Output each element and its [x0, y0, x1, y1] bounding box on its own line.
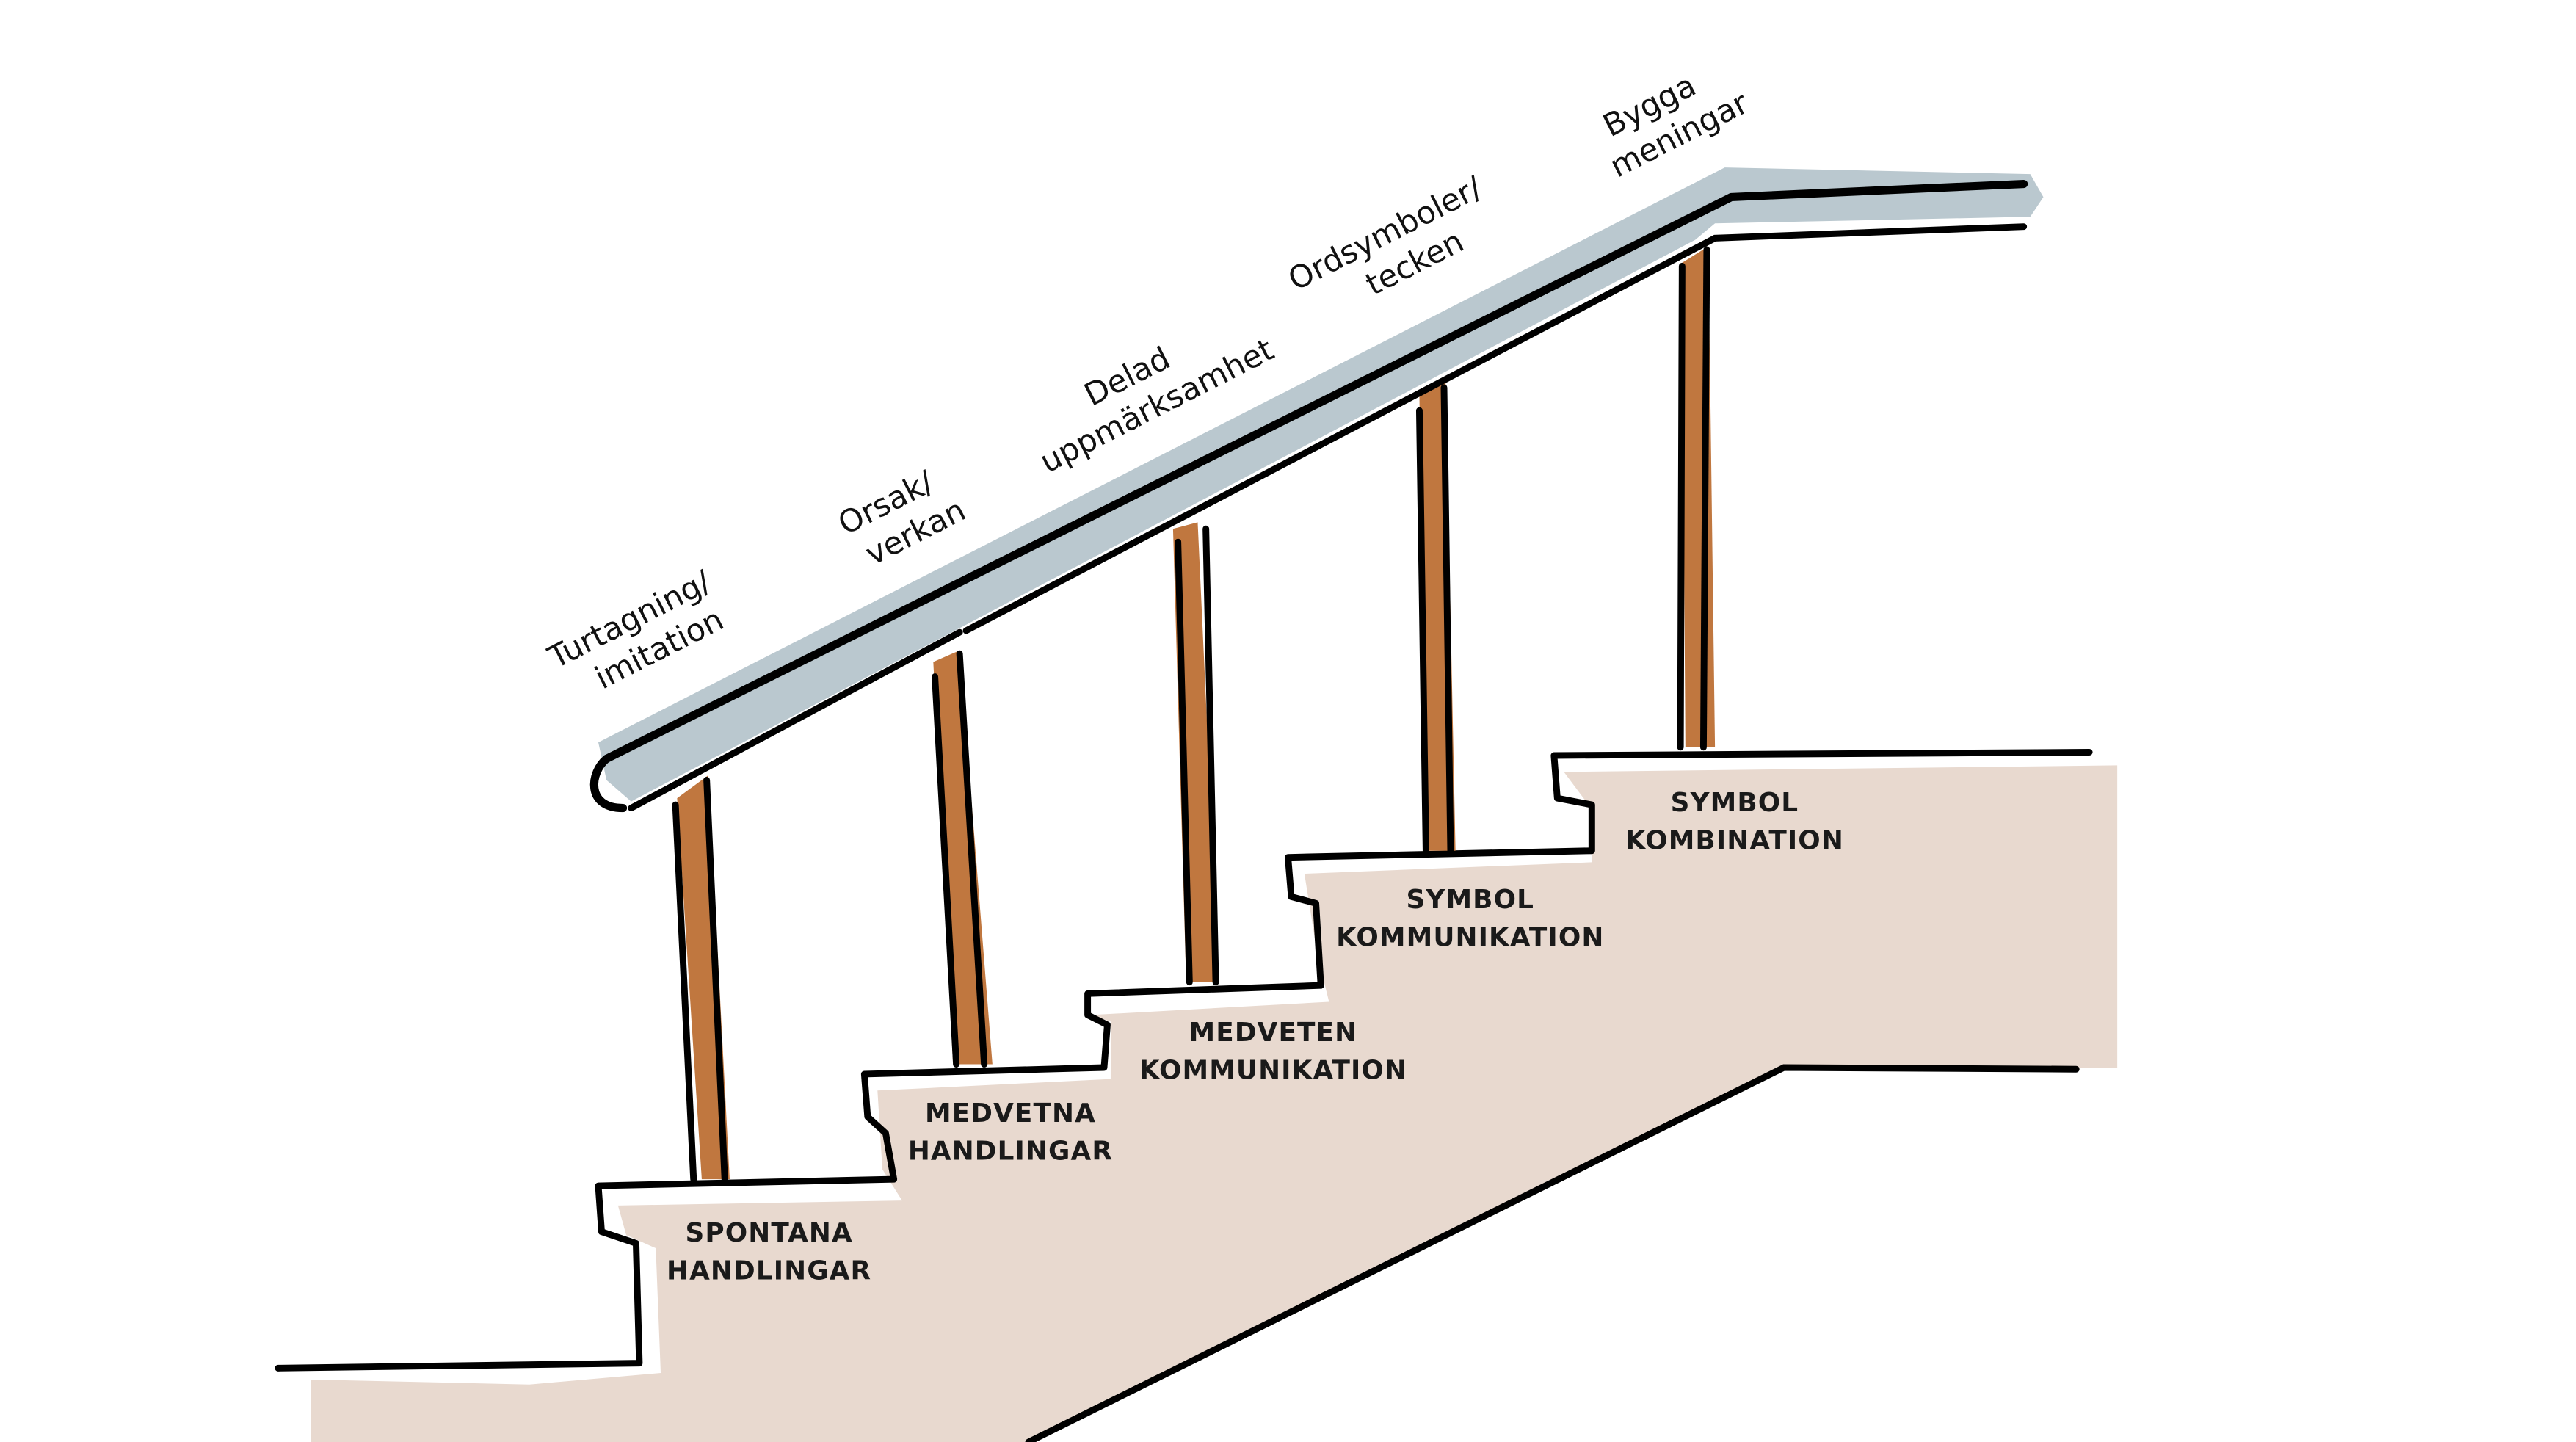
step-label-5-line-2: KOMBINATION [1625, 825, 1844, 855]
stairs-fill [311, 765, 2118, 1442]
step-label-1-line-2: HANDLINGAR [667, 1256, 871, 1286]
step-label-2-line-1: MEDVETNA [925, 1098, 1096, 1128]
post-4 [1415, 380, 1456, 855]
post-5 [1677, 246, 1716, 751]
step-label-4-line-2: KOMMUNIKATION [1336, 922, 1604, 952]
handrail [589, 167, 2044, 813]
posts [672, 246, 1716, 1183]
step-label-5: SYMBOL KOMBINATION [1625, 788, 1844, 855]
stairs-bottom-line [1025, 1064, 2080, 1442]
post-1 [672, 775, 730, 1183]
step-label-2: MEDVETNA HANDLINGAR [908, 1098, 1113, 1166]
step-label-4: SYMBOL KOMMUNIKATION [1336, 885, 1604, 952]
rail-labels: Turtagning/imitation Orsak/verkan Deladu… [543, 50, 1755, 697]
post-2 [932, 650, 993, 1068]
step-label-3-line-1: MEDVETEN [1189, 1018, 1358, 1048]
step-labels: SPONTANA HANDLINGAR MEDVETNA HANDLINGAR ME… [667, 788, 1844, 1286]
step-label-2-line-2: HANDLINGAR [908, 1136, 1113, 1166]
step-label-1: SPONTANA HANDLINGAR [667, 1218, 871, 1286]
step-label-4-line-1: SYMBOL [1407, 885, 1534, 915]
rail-label-2: Orsak/verkan [832, 457, 971, 578]
post-3 [1172, 522, 1219, 986]
stairs-outline [275, 749, 2093, 1372]
step-label-1-line-1: SPONTANA [686, 1218, 853, 1248]
rail-label-5: Byggameningar [1586, 50, 1755, 185]
step-label-3: MEDVETEN KOMMUNIKATION [1139, 1018, 1407, 1085]
step-label-3-line-2: KOMMUNIKATION [1139, 1056, 1407, 1086]
step-label-5-line-1: SYMBOL [1671, 788, 1799, 818]
